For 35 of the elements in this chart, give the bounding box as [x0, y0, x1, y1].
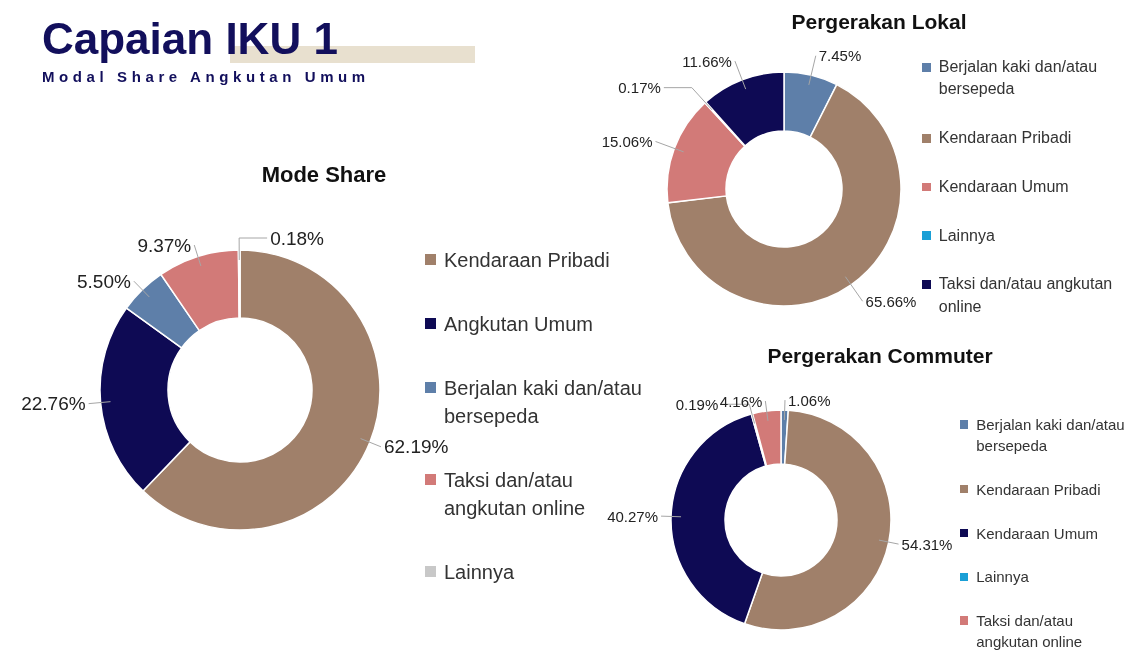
- legend-label: Angkutan Umum: [444, 312, 593, 337]
- data-label: 5.50%: [77, 270, 131, 292]
- data-label: 0.18%: [270, 227, 325, 249]
- chart-title: Pergerakan Commuter: [766, 344, 994, 368]
- data-label: 54.31%: [901, 535, 953, 553]
- data-label: 4.16%: [719, 392, 763, 410]
- legend-label: Kendaraan Pribadi: [976, 479, 1101, 500]
- data-label: 0.17%: [618, 79, 661, 97]
- legend-label: Lainnya: [938, 225, 995, 246]
- chart-title: Mode Share: [260, 162, 388, 188]
- text: Modal Share Angkutan Umum: [42, 68, 370, 85]
- legend-label: Lainnya: [976, 567, 1029, 588]
- legend-label: Kendaraan Pribadi: [938, 128, 1072, 149]
- data-label: 15.06%: [601, 132, 653, 150]
- data-label: 22.76%: [21, 393, 86, 415]
- data-label: 40.27%: [607, 507, 659, 525]
- legend-label: Taksi dan/atau angkutan online: [444, 469, 586, 519]
- text: Capaian IKU 1: [42, 14, 338, 64]
- legend-label: Lainnya: [444, 560, 515, 585]
- data-label: 62.19%: [383, 436, 449, 458]
- data-label: 0.19%: [675, 395, 719, 413]
- legend-label: Taksi dan/atau angkutan online: [938, 274, 1114, 317]
- legend-label: Berjalan kaki dan/atau bersepeda: [976, 415, 1126, 456]
- data-label: 7.45%: [818, 47, 862, 65]
- legend-label: Kendaraan Umum: [938, 176, 1069, 197]
- data-label: 11.66%: [682, 52, 732, 70]
- legend-label: Berjalan kaki dan/atau bersepeda: [938, 57, 1099, 100]
- data-label: 9.37%: [137, 234, 192, 256]
- data-label: 1.06%: [788, 391, 831, 409]
- legend-label: Kendaraan Umum: [976, 523, 1098, 544]
- data-label: 65.66%: [865, 292, 917, 310]
- legend-label: Taksi dan/atau angkutan online: [976, 611, 1084, 652]
- legend-label: Kendaraan Pribadi: [444, 248, 610, 273]
- chart-title: Pergerakan Lokal: [790, 10, 968, 34]
- legend-label: Berjalan kaki dan/atau bersepeda: [444, 376, 643, 429]
